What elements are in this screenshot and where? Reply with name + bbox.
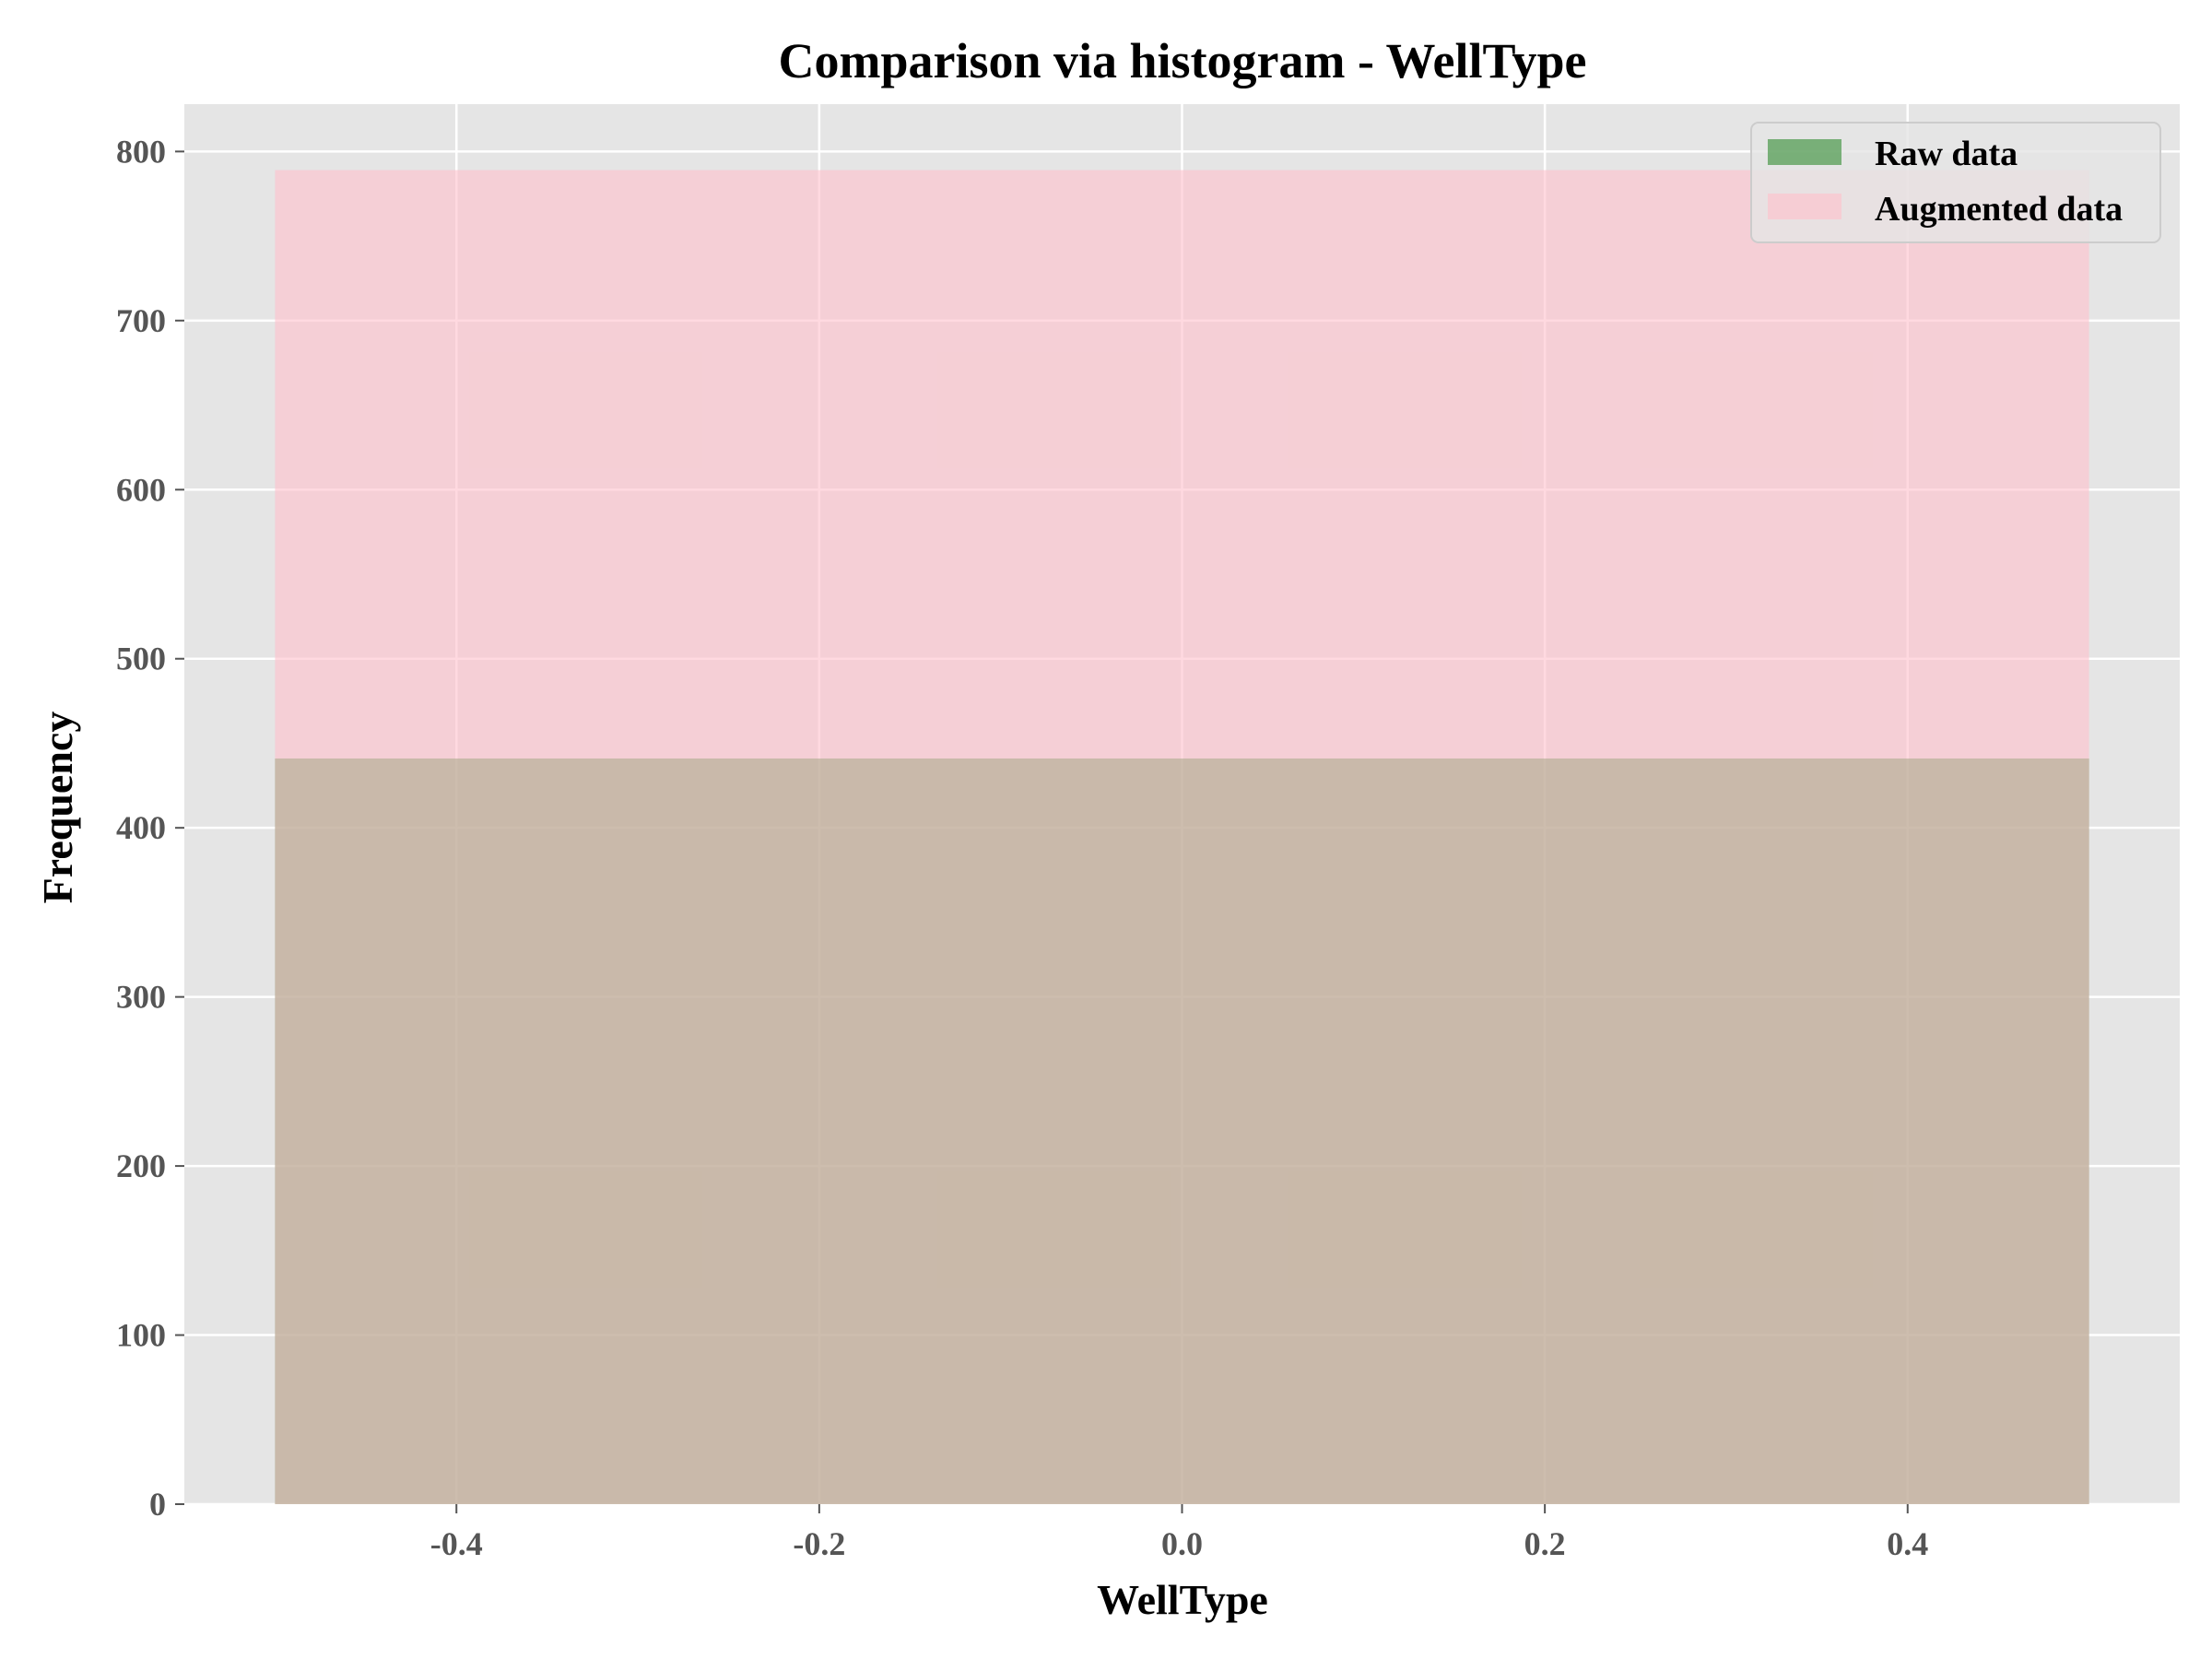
y-tick-label: 400: [116, 809, 166, 846]
y-tick-label: 100: [116, 1317, 166, 1354]
y-axis-ticks: 0 100 200 300 400 500 600 700 800: [116, 133, 184, 1523]
x-tick-label: 0.2: [1524, 1525, 1566, 1562]
x-tick-label: 0.4: [1887, 1525, 1928, 1562]
y-tick-label: 300: [116, 979, 166, 1016]
y-tick-label: 800: [116, 133, 166, 170]
x-axis-label: WellType: [1097, 1576, 1268, 1623]
y-tick-label: 200: [116, 1147, 166, 1184]
x-tick-label: 0.0: [1161, 1525, 1203, 1562]
x-axis-ticks: -0.4 -0.2 0.0 0.2 0.4: [430, 1504, 1928, 1562]
y-axis-label: Frequency: [34, 712, 81, 904]
y-tick-label: 700: [116, 302, 166, 339]
bars: [275, 170, 2089, 1504]
legend-frame: [1750, 122, 2161, 243]
x-tick-label: -0.2: [793, 1525, 845, 1562]
legend-label-raw-data: Raw data: [1875, 135, 2018, 173]
y-tick-label: 0: [149, 1486, 166, 1523]
y-tick-label: 600: [116, 471, 166, 508]
legend-swatch-raw-data: [1768, 139, 1841, 165]
y-tick-label: 500: [116, 641, 166, 677]
bar-augmented-data: [275, 170, 2089, 1504]
chart-title: Comparison via histogram - WellType: [778, 33, 1586, 88]
legend: Raw data Augmented data: [1750, 122, 2161, 243]
legend-label-augmented-data: Augmented data: [1875, 190, 2123, 229]
legend-swatch-augmented-data: [1768, 194, 1841, 219]
x-tick-label: -0.4: [430, 1525, 483, 1562]
